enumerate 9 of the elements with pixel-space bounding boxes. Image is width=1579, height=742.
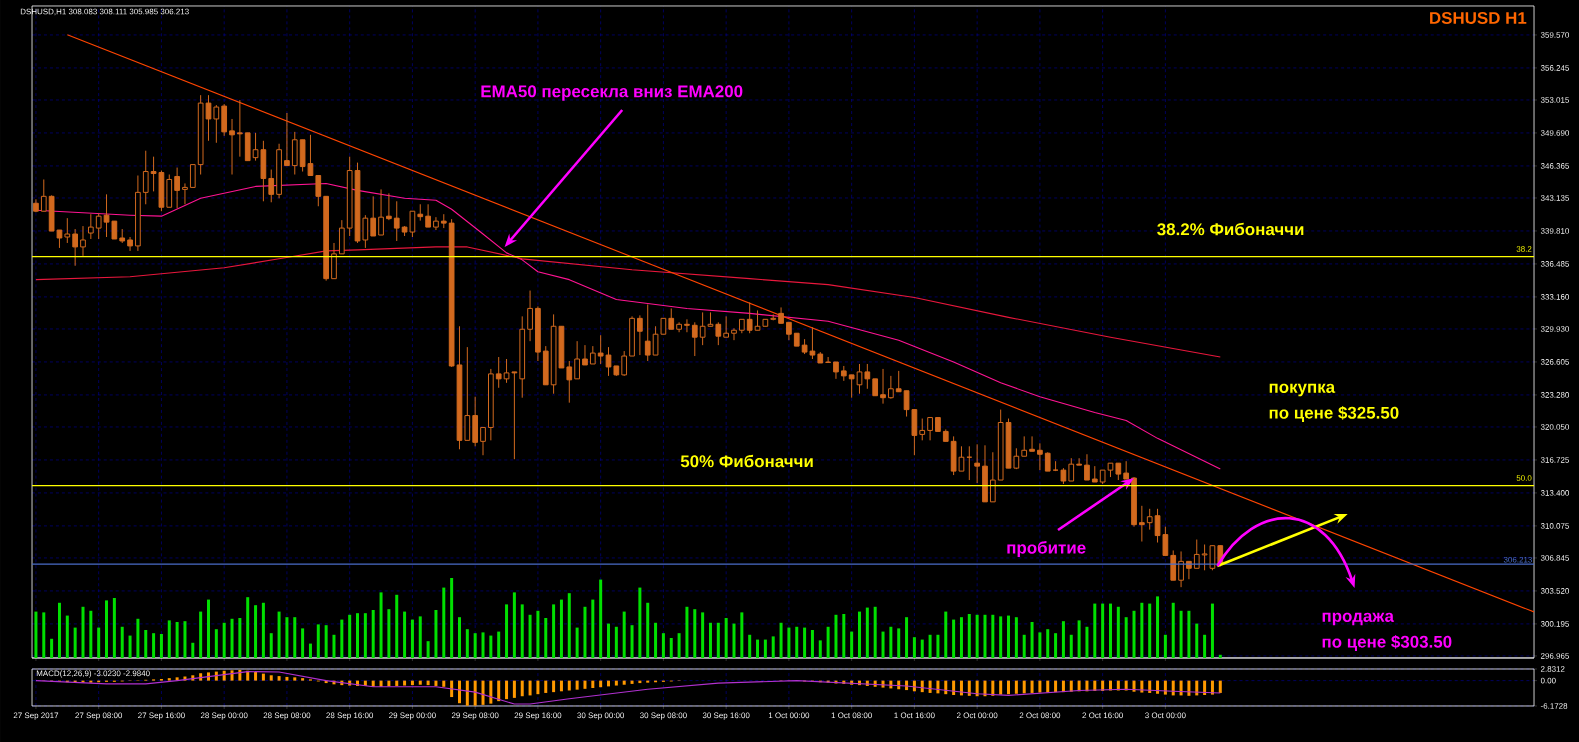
annotation: 38.2% Фибоначчи	[1157, 222, 1304, 236]
chart-title: DSHUSD H1	[1430, 11, 1527, 24]
annotation: EMA50 пересекла вниз EMA200	[481, 85, 743, 101]
annotation: по цене $325.50	[1269, 406, 1399, 422]
annotation: 50% Фибоначчи	[680, 454, 813, 468]
annotation: продажа	[1322, 612, 1395, 626]
annotation: пробитие	[1007, 541, 1086, 558]
annotation: по цене $303.50	[1322, 635, 1452, 651]
annotation: покупка	[1269, 383, 1336, 397]
